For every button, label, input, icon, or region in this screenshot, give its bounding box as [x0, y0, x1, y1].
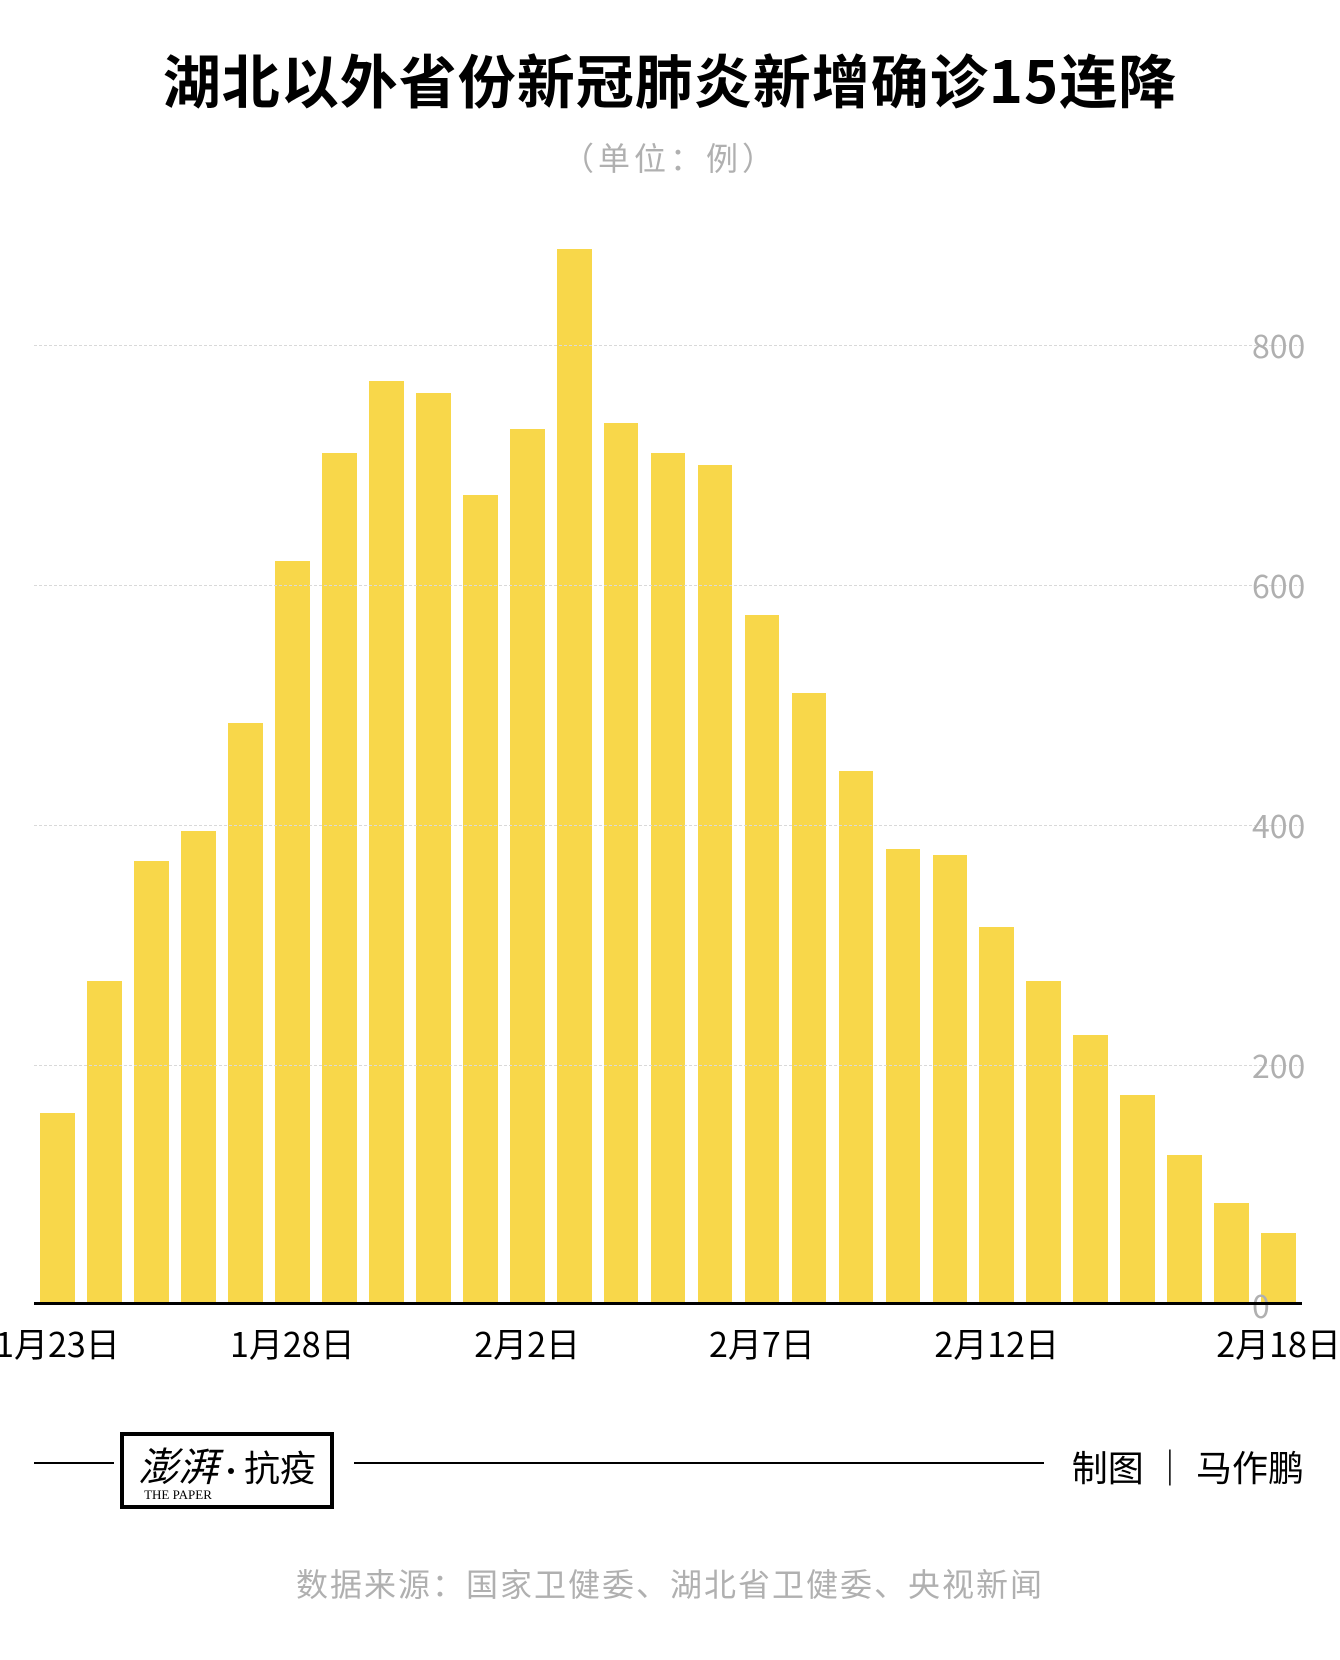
bar-slot — [410, 225, 457, 1305]
bar-slot — [1020, 225, 1067, 1305]
badge-plain-text: 抗疫 — [244, 1440, 316, 1492]
bar — [792, 693, 827, 1305]
x-tick-label: 1月28日 — [230, 1318, 355, 1367]
bar-slot — [1255, 225, 1302, 1305]
bar-slot — [316, 225, 363, 1305]
bar — [510, 429, 545, 1305]
bar-slot — [128, 225, 175, 1305]
bar — [839, 771, 874, 1305]
x-tick-label: 1月23日 — [0, 1318, 120, 1367]
infographic-page: 湖北以外省份新冠肺炎新增确诊15连降 （单位：例） 0200400600800 … — [0, 0, 1340, 1660]
gridline — [34, 825, 1302, 826]
bar — [463, 495, 498, 1305]
bars-container — [34, 225, 1302, 1305]
chart-plot-area: 0200400600800 — [34, 225, 1302, 1305]
bar-slot — [81, 225, 128, 1305]
y-tick-label: 800 — [1252, 322, 1305, 368]
bar-slot — [551, 225, 598, 1305]
y-tick-label: 200 — [1252, 1042, 1305, 1088]
bar — [87, 981, 122, 1305]
bar-slot — [786, 225, 833, 1305]
credit-rule-left — [34, 1462, 114, 1464]
bar — [369, 381, 404, 1305]
bar — [1120, 1095, 1155, 1305]
source-badge: 澎湃 THE PAPER 抗疫 — [120, 1432, 334, 1509]
bar-slot — [692, 225, 739, 1305]
bar — [40, 1113, 75, 1305]
badge-script-text: 澎湃 THE PAPER — [138, 1448, 218, 1501]
bar-slot — [739, 225, 786, 1305]
bar-slot — [1208, 225, 1255, 1305]
bar — [745, 615, 780, 1305]
bar-slot — [879, 225, 926, 1305]
gridline — [34, 585, 1302, 586]
y-tick-label: 600 — [1252, 562, 1305, 608]
bar — [1073, 1035, 1108, 1305]
bar-slot — [504, 225, 551, 1305]
gridline — [34, 345, 1302, 346]
bar-slot — [645, 225, 692, 1305]
chart-subtitle: （单位：例） — [0, 134, 1340, 180]
bar — [134, 861, 169, 1305]
bar — [933, 855, 968, 1305]
author-credit: 制图 ｜ 马作鹏 — [1054, 1440, 1304, 1492]
bar — [275, 561, 310, 1305]
bar-slot — [832, 225, 879, 1305]
author-label: 制图 — [1072, 1440, 1144, 1492]
x-tick-label: 2月18日 — [1216, 1318, 1340, 1367]
chart-title: 湖北以外省份新冠肺炎新增确诊15连降 — [0, 0, 1340, 120]
bar-slot — [363, 225, 410, 1305]
bar-slot — [457, 225, 504, 1305]
bar-slot — [1114, 225, 1161, 1305]
bar-slot — [598, 225, 645, 1305]
bar — [557, 249, 592, 1305]
bar-slot — [1067, 225, 1114, 1305]
bar-slot — [34, 225, 81, 1305]
bar-slot — [222, 225, 269, 1305]
bar — [322, 453, 357, 1305]
credit-rule-mid — [354, 1462, 1044, 1464]
y-tick-label: 400 — [1252, 802, 1305, 848]
bar — [416, 393, 451, 1305]
x-tick-label: 2月2日 — [474, 1318, 580, 1367]
bar — [886, 849, 921, 1305]
bar-slot — [269, 225, 316, 1305]
bar — [1167, 1155, 1202, 1305]
bar — [1026, 981, 1061, 1305]
x-tick-label: 2月7日 — [709, 1318, 815, 1367]
x-tick-label: 2月12日 — [934, 1318, 1059, 1367]
bar-slot — [1161, 225, 1208, 1305]
gridline — [34, 1065, 1302, 1066]
bar — [604, 423, 639, 1305]
bar-slot — [926, 225, 973, 1305]
bar-slot — [973, 225, 1020, 1305]
x-axis-labels: 1月23日1月28日2月2日2月7日2月12日2月18日 — [34, 1318, 1302, 1378]
separator: ｜ — [1152, 1440, 1188, 1492]
bar-slot — [175, 225, 222, 1305]
bar — [1214, 1203, 1249, 1305]
bar — [698, 465, 733, 1305]
bar — [979, 927, 1014, 1305]
bar — [181, 831, 216, 1305]
bar — [228, 723, 263, 1305]
credit-row: 澎湃 THE PAPER 抗疫 制图 ｜ 马作鹏 — [34, 1422, 1304, 1502]
data-source: 数据来源：国家卫健委、湖北省卫健委、央视新闻 — [0, 1560, 1340, 1606]
badge-dot-icon — [228, 1468, 234, 1474]
x-axis-line — [34, 1302, 1302, 1305]
author-name: 马作鹏 — [1196, 1440, 1304, 1492]
bar — [651, 453, 686, 1305]
